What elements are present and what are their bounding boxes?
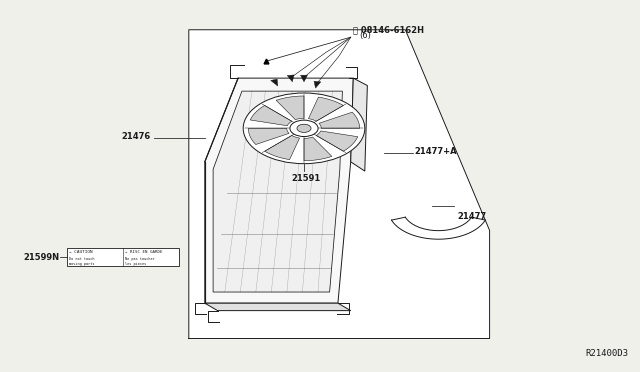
Polygon shape [314, 81, 321, 88]
Polygon shape [250, 105, 292, 126]
Polygon shape [308, 97, 344, 121]
Text: ⚠ RISC EN GARDE: ⚠ RISC EN GARDE [125, 250, 163, 254]
Circle shape [243, 93, 365, 164]
Polygon shape [301, 75, 307, 82]
Text: Ne pas toucher
les pieces: Ne pas toucher les pieces [125, 257, 155, 266]
Text: Ⓑ 08146-6162H: Ⓑ 08146-6162H [353, 25, 424, 34]
Polygon shape [271, 79, 278, 86]
Circle shape [290, 120, 318, 137]
Text: 21477+A: 21477+A [415, 147, 458, 156]
Text: Do not touch
moving parts: Do not touch moving parts [69, 257, 95, 266]
Polygon shape [287, 75, 294, 82]
Polygon shape [276, 96, 304, 120]
Polygon shape [205, 78, 353, 303]
Text: (6): (6) [360, 31, 372, 40]
Circle shape [297, 124, 311, 132]
Polygon shape [304, 137, 332, 161]
Polygon shape [316, 131, 358, 151]
Polygon shape [189, 30, 490, 339]
Text: ⚠ CAUTION: ⚠ CAUTION [69, 250, 93, 254]
Polygon shape [248, 128, 289, 144]
Bar [67, 248, 179, 266]
Polygon shape [264, 135, 300, 160]
Text: 21591: 21591 [291, 174, 321, 183]
Text: R21400D3: R21400D3 [586, 349, 628, 358]
Text: 21476: 21476 [121, 132, 150, 141]
Text: 21599N: 21599N [24, 253, 60, 262]
Polygon shape [205, 303, 351, 311]
Polygon shape [213, 91, 342, 292]
Polygon shape [351, 78, 367, 171]
Text: 21477: 21477 [458, 212, 487, 221]
Polygon shape [319, 112, 360, 128]
